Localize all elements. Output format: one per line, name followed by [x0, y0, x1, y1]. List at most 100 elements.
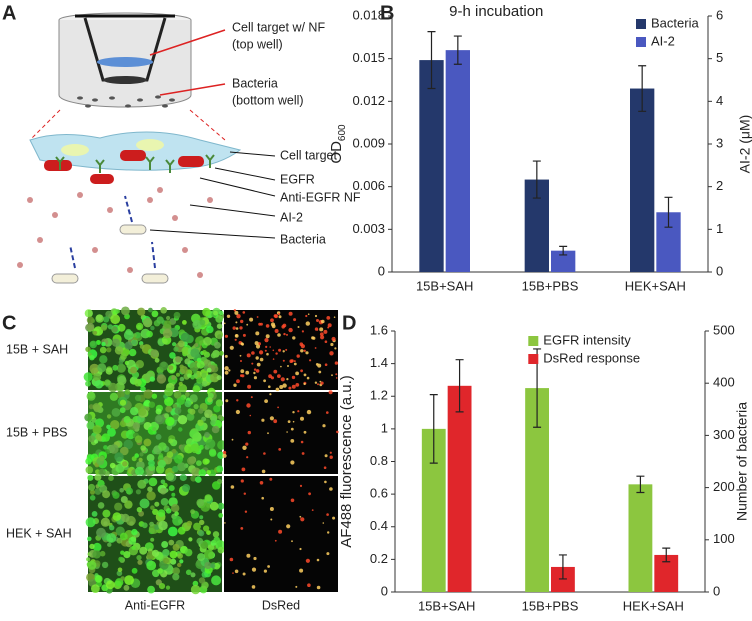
cell-spot: [118, 556, 124, 562]
cell-spot: [234, 334, 239, 338]
y-tick-label: 0: [381, 583, 388, 598]
cell-spot: [236, 314, 241, 319]
cell-spot: [131, 528, 138, 536]
cell-spot: [254, 341, 259, 346]
cell-spot: [233, 383, 237, 387]
cell-spot: [191, 467, 201, 477]
cell-spot: [172, 403, 178, 409]
cell-spot: [196, 357, 202, 363]
cell-spot: [323, 329, 328, 334]
cell-spot: [299, 568, 304, 573]
cell-spot: [264, 349, 267, 352]
y2-tick-label: 200: [713, 479, 735, 494]
cell-spot: [218, 513, 224, 518]
cell-spot: [184, 400, 192, 408]
cell-spot: [197, 553, 206, 562]
cell-spot: [303, 373, 307, 377]
cell-spot: [177, 415, 188, 425]
cell-spot: [216, 323, 223, 330]
cell-spot: [210, 563, 216, 569]
cell-spot: [263, 569, 267, 573]
cell-spot: [292, 336, 296, 340]
cell-spot: [86, 391, 96, 401]
cell-spot: [269, 477, 273, 481]
zoom-line: [29, 109, 61, 141]
cell-spot: [87, 560, 97, 570]
cell-spot: [154, 501, 160, 507]
cell-spot: [168, 485, 175, 492]
cell-spot: [185, 569, 192, 576]
cell-spot: [206, 367, 212, 373]
error-bar: [455, 359, 464, 413]
cell-spot: [168, 438, 174, 444]
cell-spot: [148, 459, 155, 467]
cell-spot: [157, 509, 166, 517]
cell-spot: [89, 495, 96, 501]
cell-spot: [140, 445, 146, 451]
y2-tick-label: 2: [716, 178, 723, 193]
cell-spot: [139, 344, 145, 349]
cell-spot: [224, 334, 228, 338]
cell-spot: [334, 347, 337, 350]
cell-spot: [187, 373, 192, 378]
cell-spot: [117, 323, 126, 332]
cell-spot: [124, 389, 131, 395]
y2-tick-label: 3: [716, 135, 723, 150]
y-tick-label: 1.4: [370, 355, 388, 370]
cell-spot: [121, 306, 130, 316]
cell-spot: [234, 310, 239, 315]
cell-spot: [102, 509, 111, 518]
cell-spot: [301, 452, 305, 455]
micrograph: [224, 476, 338, 592]
bar: [421, 428, 446, 592]
cell-spot: [198, 530, 205, 537]
cell-spot: [206, 530, 211, 535]
bar: [654, 554, 679, 592]
cell-spot: [184, 548, 193, 557]
cell-spot: [303, 349, 306, 352]
bacteria-dots: [77, 95, 175, 108]
cell-spot: [286, 431, 288, 433]
cell-spot: [213, 536, 220, 544]
cell-spot: [228, 369, 231, 372]
cell-spot: [299, 342, 304, 347]
cell-spot: [125, 487, 133, 495]
cell-spot: [94, 439, 99, 444]
y-tick-label: 0.012: [352, 93, 385, 108]
cell-spot: [275, 387, 280, 392]
cell-spot: [297, 410, 300, 413]
migration-arrows: [69, 195, 156, 269]
cell-spot: [85, 466, 94, 474]
cell-spot: [299, 547, 302, 551]
cell-spot: [300, 416, 304, 421]
cell-spot: [131, 339, 137, 345]
cell-spot: [105, 367, 113, 375]
y-tick-label: 0: [378, 263, 385, 278]
cell-spot: [110, 420, 120, 430]
cell-spot: [174, 511, 179, 516]
cell-spot: [311, 336, 315, 340]
cell-spot: [333, 316, 336, 319]
legend-swatch: [636, 37, 646, 47]
cell-spot: [266, 352, 269, 356]
y-tick-label: 0.018: [352, 7, 385, 22]
cell-spot: [203, 336, 212, 346]
cell-spot: [217, 451, 225, 459]
panel-letter: A: [2, 2, 16, 24]
cell-spot: [190, 584, 201, 595]
cell-spot: [210, 352, 217, 359]
cell-spot: [101, 561, 109, 569]
cell-spot: [246, 456, 249, 459]
cell-spot: [160, 498, 169, 506]
cell-spot: [135, 466, 144, 476]
cell-spot: [326, 552, 330, 556]
x-tick-label: 15B+SAH: [416, 278, 473, 293]
y2-tick-label: 4: [716, 93, 723, 108]
bound-bacteria: [44, 150, 204, 184]
cell-spot: [287, 420, 291, 423]
cell-spot: [240, 342, 244, 346]
cell-spot: [231, 438, 234, 441]
membrane: [103, 76, 147, 84]
cell-spot: [269, 507, 274, 511]
cell-spot: [326, 411, 329, 414]
